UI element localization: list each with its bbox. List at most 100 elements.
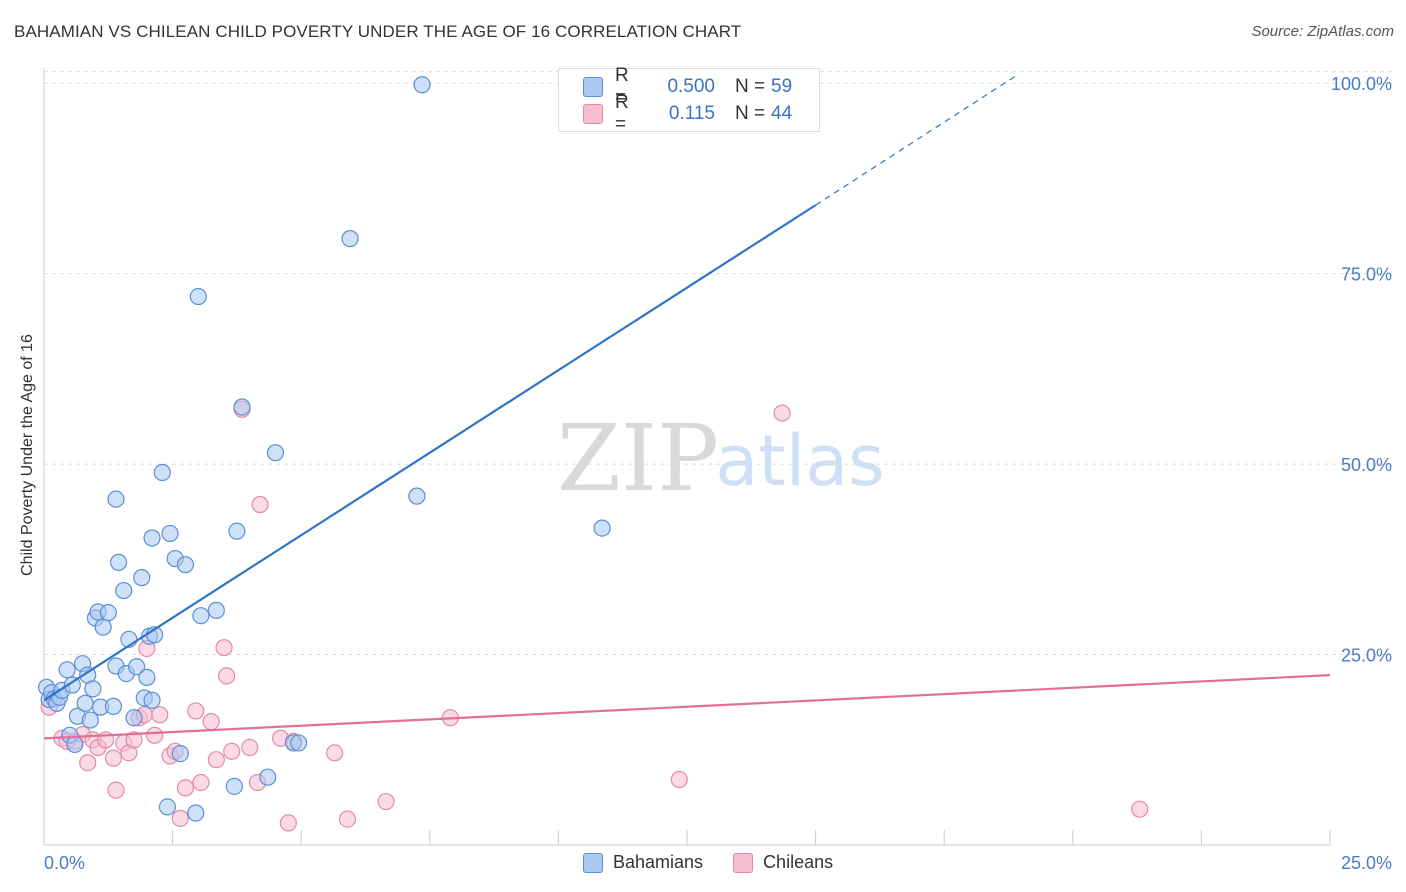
bahamian-point: [84, 680, 102, 698]
chilean-point: [377, 792, 395, 811]
legend-swatch-bahamians: [583, 852, 603, 873]
chilean-point: [215, 639, 233, 657]
gridlines: [44, 71, 1392, 656]
legend-swatch-pink: [583, 104, 603, 124]
bahamian-point: [225, 777, 243, 795]
bahamian-point: [99, 604, 117, 622]
legend-swatch-blue: [583, 77, 603, 97]
bahamian-point: [58, 661, 76, 679]
chilean-point: [241, 738, 259, 757]
chilean-point: [104, 749, 123, 767]
chilean-point: [1131, 800, 1149, 818]
chart-title: BAHAMIAN VS CHILEAN CHILD POVERTY UNDER …: [14, 22, 742, 41]
series-legend: Bahamians Chileans: [583, 852, 863, 873]
chilean-point: [187, 702, 205, 720]
bahamian-point: [413, 76, 431, 94]
chilean-point: [145, 726, 164, 744]
legend-item-chileans: Chileans: [733, 852, 833, 873]
bahamian-point: [76, 694, 94, 712]
bahamian-point: [138, 668, 156, 687]
bahamian-point: [266, 444, 285, 462]
bahamian-point: [115, 581, 133, 600]
y-tick-label: 100.0%: [1331, 74, 1392, 94]
watermark-zip: ZIP: [557, 405, 719, 512]
bahamian-point: [187, 804, 205, 822]
correlation-legend: R = 0.500 N = 59 R = 0.115 N = 44: [558, 65, 820, 135]
chilean-point: [151, 706, 169, 724]
chilean-point: [107, 781, 125, 799]
chilean-point: [202, 712, 220, 731]
legend-row-bahamians: R = 0.500 N = 59: [583, 65, 793, 108]
bahamian-point: [341, 230, 359, 248]
bahamian-trend-extension: [815, 75, 1017, 206]
bahamian-point: [125, 709, 143, 727]
bahamian-trend-line: [43, 204, 817, 702]
chilean-point: [176, 779, 195, 797]
chilean-point: [218, 667, 236, 685]
legend-swatch-chileans: [733, 852, 754, 873]
bahamian-point: [228, 522, 246, 540]
legend-n-value: 44: [771, 103, 793, 124]
bahamian-point: [176, 556, 195, 574]
bahamian-point: [207, 601, 225, 619]
chilean-point: [125, 731, 143, 749]
legend-label-chileans: Chileans: [763, 852, 834, 872]
axes: [43, 68, 1331, 846]
y-tick-label: 25.0%: [1341, 646, 1392, 666]
chilean-point: [223, 742, 241, 760]
y-tick-label: 75.0%: [1341, 265, 1392, 285]
bahamian-point: [259, 768, 277, 786]
legend-row-chileans: R = 0.115 N = 44: [583, 92, 793, 135]
legend-n-label: N =: [735, 76, 766, 97]
bahamian-point: [127, 658, 146, 676]
bahamian-points: [37, 76, 611, 822]
chilean-point: [773, 404, 791, 422]
bahamian-point: [290, 734, 308, 752]
chilean-point: [171, 809, 189, 827]
y-tick-labels: 25.0% 50.0% 75.0% 100.0%: [1331, 74, 1392, 665]
chilean-point: [279, 814, 297, 832]
bahamian-point: [107, 490, 125, 508]
bahamian-point: [593, 519, 611, 537]
legend-r-value: 0.500: [667, 76, 715, 97]
bahamian-point: [143, 529, 161, 547]
legend-n-label: N =: [735, 103, 766, 124]
legend-r-label: R =: [615, 92, 629, 135]
bahamian-point: [192, 607, 210, 625]
x-tick-label-min: 0.0%: [44, 853, 85, 873]
chilean-point: [192, 773, 210, 792]
bahamian-point: [109, 553, 128, 571]
trend-lines: [43, 75, 1331, 740]
y-tick-label: 50.0%: [1341, 455, 1392, 475]
legend-item-bahamians: Bahamians: [583, 852, 703, 873]
bahamian-point: [81, 711, 99, 729]
bahamian-point: [133, 569, 151, 587]
bahamian-point: [153, 463, 171, 482]
legend-label-bahamians: Bahamians: [613, 852, 704, 872]
source-label: Source: ZipAtlas.com: [1251, 23, 1394, 40]
chilean-points: [40, 400, 1149, 832]
watermark-atlas: atlas: [715, 420, 884, 502]
bahamian-point: [189, 287, 207, 306]
x-tick-label-max: 25.0%: [1341, 853, 1392, 873]
chilean-point: [338, 810, 357, 828]
chilean-point: [251, 495, 269, 514]
watermark: ZIP atlas: [557, 405, 885, 512]
bahamian-point: [158, 798, 177, 816]
legend-r-value: 0.115: [668, 103, 715, 124]
bahamian-point: [408, 487, 426, 505]
bahamian-point: [66, 735, 84, 754]
bahamian-point: [63, 676, 81, 694]
legend-r-label: R =: [615, 65, 629, 108]
chilean-point: [207, 751, 225, 769]
bahamian-point: [104, 697, 123, 715]
bahamian-point: [171, 744, 189, 763]
legend-n-value: 59: [771, 76, 793, 97]
bahamian-point: [143, 691, 161, 709]
bahamian-point: [233, 398, 251, 416]
chilean-point: [326, 744, 344, 762]
bahamian-point: [94, 618, 112, 636]
chilean-trend-line: [43, 674, 1331, 740]
bahamian-point: [161, 524, 179, 543]
